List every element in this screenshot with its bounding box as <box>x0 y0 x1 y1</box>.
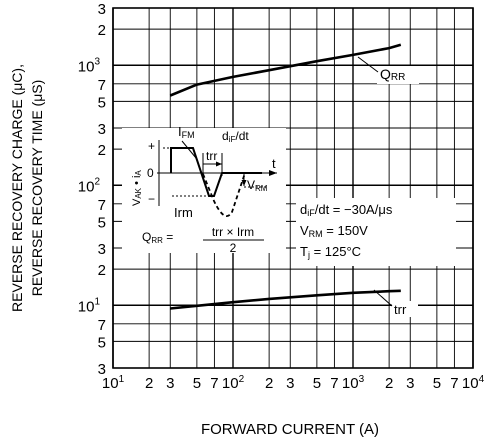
y-tick-label: 101 <box>78 296 101 315</box>
y-tick-label: 3 <box>98 361 106 378</box>
y-tick-label: 3 <box>98 241 106 258</box>
series-line-qrr <box>169 43 402 97</box>
inset-t-label: t <box>272 156 276 171</box>
x-tick-base: 10 <box>342 375 359 392</box>
x-tick-label: 5 <box>193 375 201 392</box>
y-tick-label: 103 <box>78 56 101 75</box>
x-tick-base: 10 <box>222 375 239 392</box>
y-tick-base: 10 <box>78 58 95 75</box>
x-tick-label: 101 <box>102 374 125 392</box>
x-tick-label: 7 <box>210 375 218 392</box>
inset-box <box>122 128 286 253</box>
y-tick-label: 3 <box>98 121 106 138</box>
y-tick-label: 5 <box>98 94 106 111</box>
inset-plus-label: + <box>148 139 155 153</box>
x-tick-exponent: 4 <box>479 374 485 385</box>
inset-vrm-label: VRM <box>247 178 268 193</box>
y-tick-label: 3 <box>98 1 106 18</box>
conditions-box <box>296 198 456 266</box>
x-tick-exponent: 1 <box>119 374 125 385</box>
inset-voltage-waveform <box>202 172 246 217</box>
inset-formula-denominator: 2 <box>230 241 237 255</box>
x-tick-label: 103 <box>342 374 365 392</box>
x-tick-label: 3 <box>166 375 174 392</box>
x-tick-label: 7 <box>330 375 338 392</box>
inset-zero-label: 0 <box>147 166 154 180</box>
x-tick-label: 7 <box>450 375 458 392</box>
y-tick-label: 7 <box>98 77 106 94</box>
x-tick-label: 3 <box>286 375 294 392</box>
condition-tj: Tj = 125°C <box>300 244 361 260</box>
inset-x-arrow <box>269 170 277 176</box>
y-tick-exponent: 2 <box>94 176 100 187</box>
x-tick-exponent: 3 <box>359 374 365 385</box>
x-tick-exponent: 2 <box>239 374 245 385</box>
y-tick-label: 2 <box>98 262 106 279</box>
inset-formula-lhs: QRR = <box>142 230 173 245</box>
inset-irm-label: Irm <box>174 205 193 220</box>
condition-vrm: VRM = 150V <box>300 223 368 239</box>
series-lines <box>169 43 402 310</box>
qrr-label-bg <box>377 66 419 84</box>
inset-trr-arrow <box>216 161 222 167</box>
inset-ifm-label: IFM <box>178 124 195 140</box>
y-tick-label: 102 <box>78 176 101 195</box>
y-tick-label: 7 <box>98 317 106 334</box>
y-tick-label: 2 <box>98 142 106 159</box>
x-tick-label: 5 <box>313 375 321 392</box>
inset-didt-label: diF/dt <box>222 129 249 144</box>
y-tick-label: 5 <box>98 334 106 351</box>
trr-leader <box>373 289 393 307</box>
qrr-series-label: QRR <box>380 66 405 83</box>
x-tick-label: 2 <box>265 375 273 392</box>
inset-waveform-diagram: IFM diF/dt trr t Irm VRM + 0 − VAK • iA … <box>131 124 277 255</box>
inset-minus-label: − <box>148 192 155 206</box>
inset-didt-slope <box>181 140 197 159</box>
y-tick-label: 7 <box>98 197 106 214</box>
trr-series-label: trr <box>394 302 407 317</box>
inset-trr-label: trr <box>206 149 217 163</box>
qrr-leader <box>357 56 379 73</box>
x-tick-label: 5 <box>433 375 441 392</box>
y-tick-label: 5 <box>98 214 106 231</box>
y-tick-label: 2 <box>98 22 106 39</box>
condition-didt: diF/dt = −30A/μs <box>300 202 393 218</box>
inset-yaxis-label: VAK • iA <box>131 170 143 206</box>
y-tick-base: 10 <box>78 178 95 195</box>
y-tick-exponent: 1 <box>94 296 100 307</box>
inset-vrm-arrow <box>241 180 247 186</box>
x-tick-label: 2 <box>145 375 153 392</box>
y-axis-title-line1: REVERSE RECOVERY CHARGE (μC), <box>9 64 25 312</box>
x-tick-base: 10 <box>102 375 119 392</box>
series-line-trr <box>170 289 401 310</box>
y-axis-title-line2: REVERSE RECOVERY TIME (μS) <box>29 80 45 297</box>
y-tick-base: 10 <box>78 298 95 315</box>
inset-formula-numerator: trr × Irm <box>212 225 254 239</box>
y-tick-exponent: 3 <box>94 56 100 67</box>
x-tick-base: 10 <box>462 375 479 392</box>
x-tick-label: 3 <box>406 375 414 392</box>
x-tick-labels: 101 2 3 5 7 102 2 3 5 7 103 2 3 5 7 104 <box>102 374 485 392</box>
x-axis-title: FORWARD CURRENT (A) <box>201 421 379 438</box>
plot-frame <box>112 7 474 369</box>
x-tick-label: 2 <box>385 375 393 392</box>
x-tick-label: 104 <box>462 374 485 392</box>
trr-label-bg <box>392 301 418 317</box>
x-tick-label: 102 <box>222 374 245 392</box>
